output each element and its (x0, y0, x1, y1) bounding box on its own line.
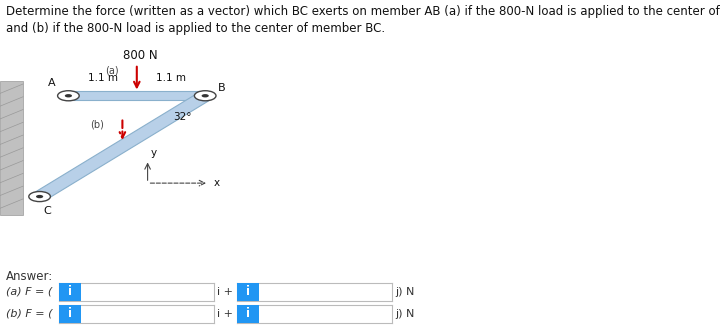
Text: j) N: j) N (395, 287, 415, 297)
Bar (59, 305, 81, 323)
Circle shape (29, 192, 50, 202)
Bar (0, 81, 23, 215)
Text: i: i (68, 307, 72, 320)
Text: B: B (218, 83, 226, 93)
Circle shape (194, 91, 216, 101)
Text: (b) F = (: (b) F = ( (6, 309, 53, 319)
Text: Determine the force (written as a vector) which BC exerts on member AB (a) if th: Determine the force (written as a vector… (6, 5, 720, 18)
Text: (b): (b) (91, 119, 104, 129)
Text: i +: i + (217, 287, 233, 297)
Circle shape (36, 195, 43, 198)
Text: C: C (43, 206, 51, 216)
Text: 1.1 m: 1.1 m (156, 73, 186, 83)
Text: i: i (68, 286, 72, 298)
Text: i +: i + (217, 309, 233, 319)
Circle shape (65, 94, 72, 97)
Text: j) N: j) N (395, 309, 415, 319)
Bar (237, 305, 258, 323)
Text: y: y (150, 148, 157, 158)
Text: A: A (48, 78, 55, 88)
Bar (59, 283, 81, 301)
Text: i: i (246, 286, 250, 298)
Text: (a): (a) (105, 66, 119, 76)
Text: and (b) if the 800-N load is applied to the center of member BC.: and (b) if the 800-N load is applied to … (6, 22, 385, 35)
Text: (a) F = (: (a) F = ( (6, 287, 52, 297)
Bar (237, 283, 258, 301)
Bar (68, 91, 205, 100)
Circle shape (202, 94, 209, 97)
Text: 1.1 m: 1.1 m (88, 73, 117, 83)
Text: i: i (246, 307, 250, 320)
Circle shape (58, 91, 79, 101)
Text: 32°: 32° (173, 112, 192, 122)
Text: x: x (214, 178, 220, 188)
Polygon shape (32, 93, 212, 199)
Text: 800 N: 800 N (123, 49, 158, 62)
Text: Answer:: Answer: (6, 270, 53, 284)
